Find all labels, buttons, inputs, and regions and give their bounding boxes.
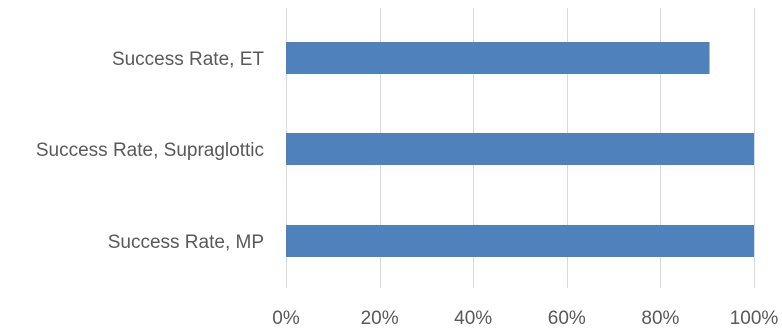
bar: [286, 42, 710, 74]
category-label: Success Rate, Supraglottic: [36, 140, 264, 161]
x-tick-label: 100%: [730, 308, 779, 329]
category-labels: Success Rate, ET Success Rate, Supraglott…: [36, 49, 265, 253]
category-label: Success Rate, ET: [112, 49, 264, 70]
x-tick-label: 80%: [641, 308, 679, 329]
bar: [286, 225, 754, 257]
x-tick-label: 60%: [548, 308, 586, 329]
x-axis-tick-labels: 0% 20% 40% 60% 80% 100%: [272, 308, 778, 329]
bars: [286, 42, 754, 257]
category-label: Success Rate, MP: [108, 232, 264, 253]
bar: [286, 133, 754, 165]
x-tick-label: 20%: [361, 308, 399, 329]
x-tick-label: 40%: [454, 308, 492, 329]
x-tick-label: 0%: [272, 308, 300, 329]
